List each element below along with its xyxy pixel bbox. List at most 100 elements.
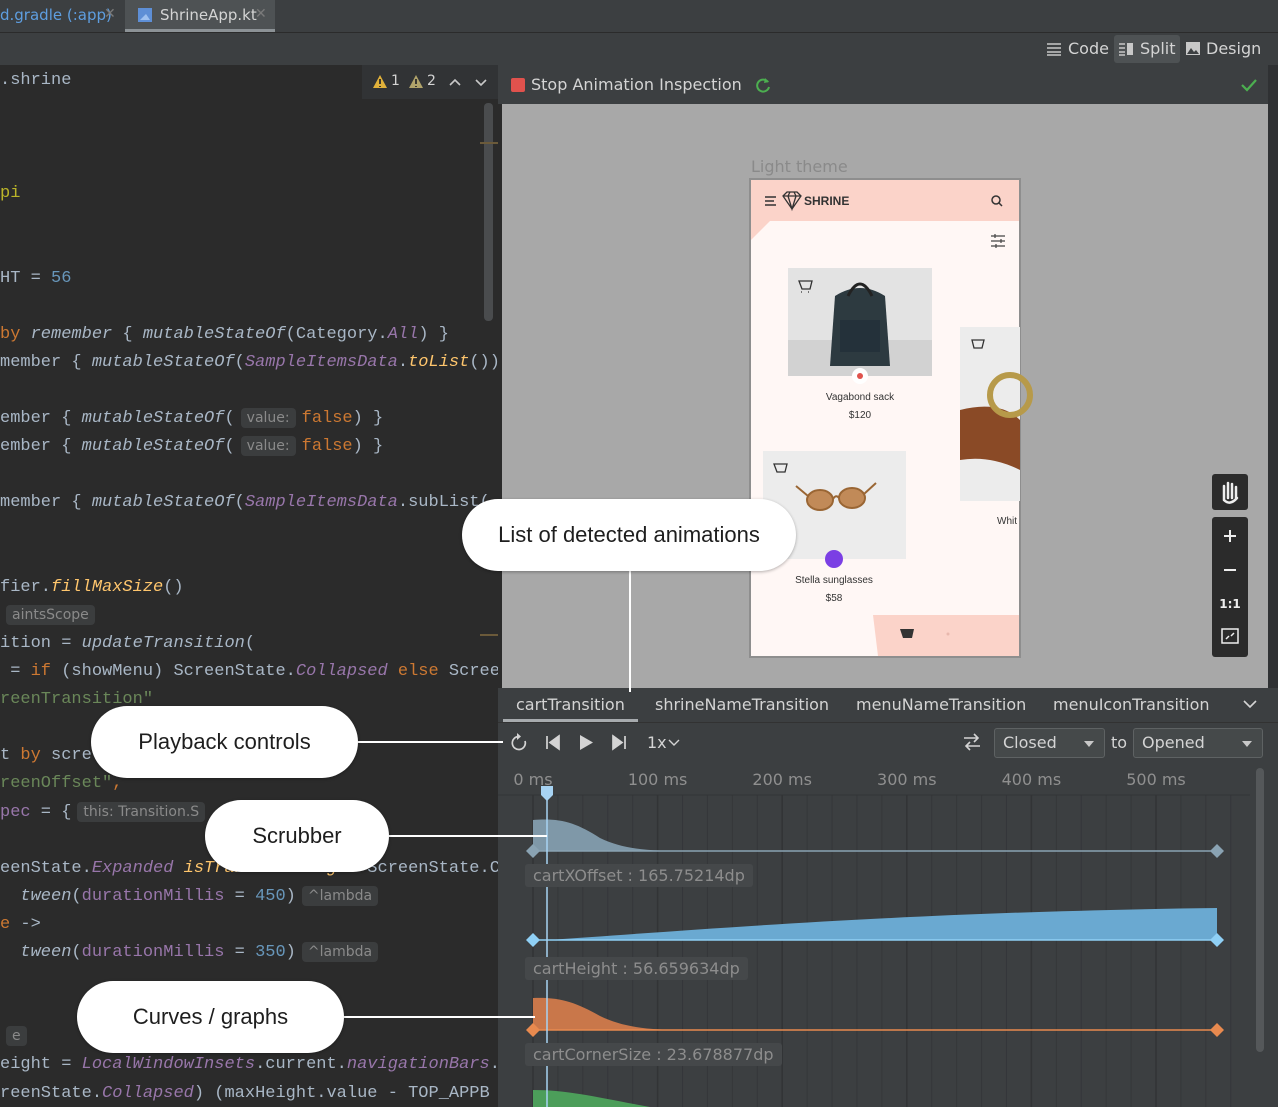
code-token: t [0,746,21,766]
code-token: = [224,943,256,962]
close-icon[interactable]: ✕ [104,6,116,22]
end-button[interactable] [612,734,626,751]
code-line: reenOffset", [0,772,122,796]
code-line: by remember { mutableStateOf(Category.Al… [0,323,449,347]
design-mode[interactable]: Design [1206,39,1262,58]
curve-area [533,1090,650,1107]
loop-button[interactable] [511,735,527,751]
code-token: by [20,746,41,766]
file-tab[interactable]: d.gradle (:app) [0,6,112,24]
code-line: pec = {this: Transition.S [0,801,211,825]
code-token: eight = [0,1055,82,1075]
to-label: to [1111,733,1128,752]
code-token: ( [51,662,72,681]
from-state[interactable]: Closed [994,728,1105,758]
code-line: t by scre [0,744,92,768]
breadcrumb: .shrine [0,71,72,90]
callout: Scrubber [205,800,389,872]
code-line: ition = updateTransition( [0,632,255,656]
animation-tab[interactable]: menuIconTransition [1053,695,1210,714]
code-token [173,859,183,878]
code-line: reenState.Collapsed) (maxHeight.value - … [0,1082,490,1106]
active-tab[interactable]: ShrineApp.kt ✕ [125,0,275,32]
code-token: (Category. [285,324,388,344]
tab-bar: d.gradle (:app) ✕ ShrineApp.kt ✕ [0,0,1278,33]
code-line: member { mutableStateOf(SampleItemsData.… [0,351,498,375]
code-line: eight = LocalWindowInsets.current.naviga… [0,1053,498,1077]
inspector-header: Stop Animation Inspection [498,65,1278,104]
cart-icon [900,629,914,638]
to-state[interactable]: Opened [1133,728,1263,758]
code-token: ( [71,886,82,906]
filter-icon [991,234,1005,248]
code-token: if [30,662,52,681]
cart-bar [873,615,1019,656]
split-selected [1114,35,1180,63]
stop-icon[interactable] [511,78,525,92]
code-token: durationMillis [81,943,225,962]
code-token: navigationBars [346,1055,490,1075]
code-token: Expanded [91,858,174,878]
tabs-dropdown[interactable] [1243,699,1257,709]
code-token: mutableStateOf [91,352,235,372]
keyframe[interactable] [1210,1023,1224,1037]
pan-button[interactable] [1212,474,1248,510]
shrine-logo [782,191,802,212]
code-editor: .shrine 1 2 pi HT = 56 by remember { mutab… [0,65,498,1107]
code-token: tween [20,886,72,906]
inlay-hint: value: [240,436,296,457]
nav-arrows[interactable] [448,76,488,88]
code-token [0,887,20,906]
play-button[interactable] [580,735,593,750]
code-token: member { [0,493,92,513]
code-token: e [0,914,11,934]
cart-icon [773,463,788,473]
split-mode[interactable]: Split [1140,39,1176,58]
design-icon [1186,42,1200,55]
product-name: Whit [997,516,1017,527]
code-token: = { [30,802,72,822]
code-token: ) (maxHeight.value - TOP_APPB [193,1083,490,1103]
code-line: e -> [0,913,41,937]
animation-tab[interactable]: shrineNameTransition [655,695,830,714]
property-label: cartXOffset : 165.75214dp [525,864,753,887]
code-token: ( [244,633,256,653]
tab-label: ShrineApp.kt [160,6,257,24]
keyframe[interactable] [526,1023,540,1037]
inlay-hint: this: Transition.S [77,801,206,822]
code-line: ember { mutableStateOf(value: false) } [0,407,383,431]
speed-selector[interactable]: 1x [647,733,667,752]
keyframe[interactable] [1210,844,1224,858]
refresh-icon[interactable] [754,76,772,94]
code-token: ember { [0,437,82,457]
code-line: member { mutableStateOf(SampleItemsData.… [0,491,490,515]
keyframe[interactable] [1210,933,1224,947]
code-icon [1047,43,1061,56]
code-token: = [20,268,52,288]
marker [480,142,498,144]
animation-tab[interactable]: cartTransition [516,695,625,714]
side-strip [1268,65,1278,688]
product-name: Stella sunglasses [795,575,873,586]
code-token: mutableStateOf [91,493,235,513]
animation-tab[interactable]: menuNameTransition [856,695,1027,714]
code-token: Collapsed [295,662,388,681]
zoom-in[interactable] [1224,530,1236,542]
app-bar [751,180,1019,240]
search-icon [991,195,1001,205]
zoom-reset[interactable]: 1:1 [1219,597,1241,611]
code-token: SampleItemsData [244,352,398,372]
split-icon [1119,43,1133,56]
code-token: ( [234,493,245,513]
code-token: ) } [418,324,449,344]
code-line: tween(durationMillis = 450) ^lambda [0,885,384,909]
warning-icon [373,75,387,88]
code-mode[interactable]: Code [1068,39,1109,58]
zoom-fit[interactable] [1221,628,1239,644]
code-token: fillMaxSize [51,577,164,597]
close-icon[interactable]: ✕ [255,6,267,22]
timeline-scrollbar [1256,768,1264,1052]
rewind-button[interactable] [546,734,560,751]
swap-icon[interactable] [962,733,982,751]
animation-tabs: cartTransition shrineNameTransition menuNa… [498,688,1278,723]
